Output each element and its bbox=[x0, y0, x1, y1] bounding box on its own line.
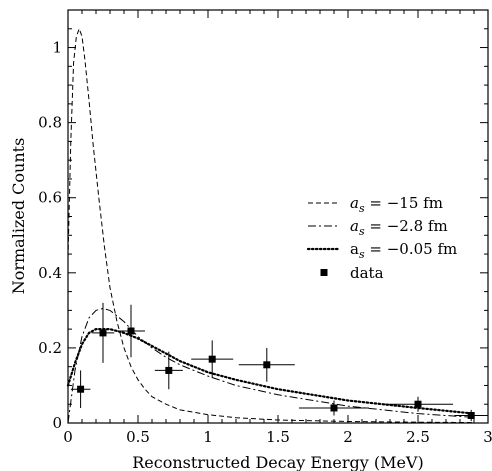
data-point bbox=[191, 340, 234, 378]
x-tick-label: 3 bbox=[483, 428, 492, 446]
y-tick-label: 0 bbox=[52, 414, 62, 432]
series-line-3 bbox=[66, 328, 476, 415]
x-tick-label: 0.5 bbox=[126, 428, 150, 446]
series-line-1 bbox=[67, 27, 475, 424]
legend-label-2: as = −2.8 fm bbox=[350, 217, 448, 238]
legend-label-data: data bbox=[350, 264, 384, 282]
y-tick-label: 0.6 bbox=[38, 189, 62, 207]
x-tick-label: 1.5 bbox=[266, 428, 290, 446]
legend-label-3: as = −0.05 fm bbox=[350, 240, 457, 261]
data-marker bbox=[263, 361, 271, 369]
data-marker bbox=[414, 400, 422, 408]
data-point bbox=[454, 409, 488, 422]
legend-data-marker bbox=[320, 269, 328, 276]
data-point bbox=[117, 304, 145, 358]
legend-label-1: as = −15 fm bbox=[350, 194, 443, 215]
axis-tick-labels: 0 0.5 1 1.5 2 2.5 3 0 0.2 0.4 0.6 0.8 1 bbox=[38, 39, 492, 446]
x-tick-label: 2 bbox=[343, 428, 353, 446]
data-point bbox=[238, 347, 295, 382]
y-tick-label: 0.4 bbox=[38, 264, 62, 282]
data-marker bbox=[208, 355, 216, 363]
data-point bbox=[70, 370, 91, 408]
y-axis-label: Normalized Counts bbox=[9, 138, 28, 295]
x-axis-label: Reconstructed Decay Energy (MeV) bbox=[132, 453, 423, 471]
y-tick-label: 0.8 bbox=[38, 114, 62, 132]
data-marker bbox=[165, 366, 173, 374]
axis-ticks bbox=[67, 10, 489, 424]
x-tick-label: 0 bbox=[63, 428, 73, 446]
data-point bbox=[299, 400, 369, 416]
data-point bbox=[383, 396, 453, 412]
data-point bbox=[91, 302, 115, 363]
data-marker bbox=[467, 411, 475, 419]
x-tick-label: 2.5 bbox=[406, 428, 430, 446]
x-tick-label: 1 bbox=[203, 428, 213, 446]
data-marker bbox=[127, 327, 135, 335]
series-line-2 bbox=[67, 307, 475, 424]
y-tick-label: 0.2 bbox=[38, 339, 62, 357]
y-tick-label: 1 bbox=[52, 39, 62, 57]
data-point bbox=[154, 351, 183, 390]
data-points-layer bbox=[70, 302, 488, 422]
data-marker bbox=[77, 385, 85, 393]
data-marker bbox=[330, 404, 338, 412]
data-marker bbox=[99, 329, 107, 337]
series-layer bbox=[66, 27, 476, 424]
